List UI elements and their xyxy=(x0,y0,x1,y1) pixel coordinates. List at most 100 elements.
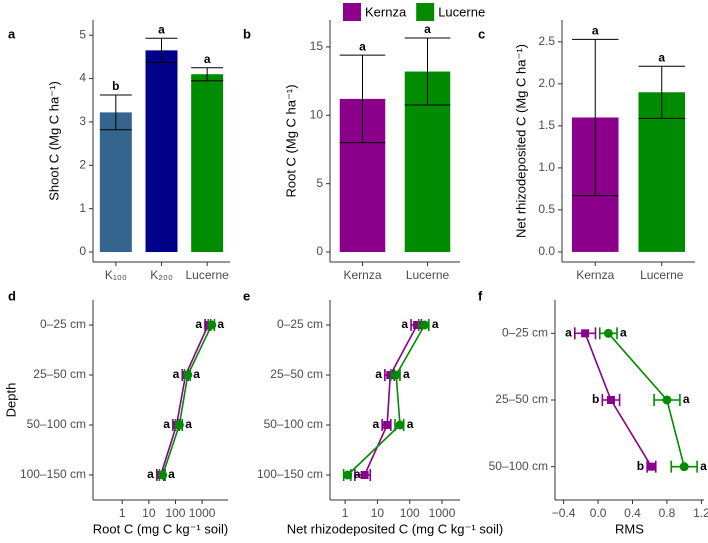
point xyxy=(343,470,353,480)
x-tick-label: K₁₀₀ xyxy=(105,268,127,282)
y-axis-title: Net rhizodeposited C (Mg C ha⁻¹) xyxy=(513,44,528,238)
panel-label: e xyxy=(243,288,250,303)
significance-letter: a xyxy=(592,23,599,37)
y-tick-label: 0.0 xyxy=(538,244,555,258)
bar xyxy=(145,50,178,253)
panel-label: c xyxy=(478,26,485,41)
x-tick-label: 10 xyxy=(371,506,385,520)
significance-letter: a xyxy=(217,317,224,331)
x-tick-label: Lucerne xyxy=(640,268,684,282)
significance-letter: a xyxy=(432,317,439,331)
significance-letter: a xyxy=(359,39,366,53)
y-tick-label: 0 xyxy=(79,244,86,258)
x-tick-label: −0.4 xyxy=(552,506,576,520)
y-tick-label: 2.0 xyxy=(538,76,555,90)
point xyxy=(207,320,217,330)
x-tick-label: Kernza xyxy=(343,268,381,282)
y-tick-label: 25–50 cm xyxy=(270,367,323,381)
point xyxy=(360,471,369,479)
x-tick-label: 0.0 xyxy=(590,506,607,520)
x-tick-label: 1 xyxy=(119,506,126,520)
significance-letter: a xyxy=(147,467,154,481)
legend-label: Kernza xyxy=(365,4,407,19)
y-tick-label: 0.5 xyxy=(538,202,555,216)
point xyxy=(606,396,615,404)
y-tick-label: 1.0 xyxy=(538,160,555,174)
bar xyxy=(99,112,132,253)
x-tick-label: 0.4 xyxy=(624,506,641,520)
x-tick-label: 100 xyxy=(400,506,420,520)
y-tick-label: 15 xyxy=(310,39,324,53)
significance-letter: b xyxy=(592,392,599,406)
x-tick-label: 1.2 xyxy=(693,506,708,520)
significance-letter: a xyxy=(375,367,382,381)
significance-letter: a xyxy=(163,417,170,431)
significance-letter: b xyxy=(112,79,119,93)
series-line xyxy=(159,324,209,476)
y-tick-label: 5 xyxy=(79,27,86,41)
y-tick-label: 4 xyxy=(79,71,86,85)
point xyxy=(413,321,422,329)
point xyxy=(391,370,401,380)
legend-swatch xyxy=(416,3,435,21)
series-line xyxy=(347,324,426,476)
y-tick-label: 1.5 xyxy=(538,118,555,132)
point xyxy=(662,395,672,405)
y-tick-label: 3 xyxy=(79,114,86,128)
significance-letter: a xyxy=(204,52,211,66)
y-tick-label: 0–25 cm xyxy=(277,317,323,331)
point xyxy=(158,470,168,480)
x-tick-label: Kernza xyxy=(576,268,614,282)
point xyxy=(603,328,613,338)
y-tick-label: 5 xyxy=(316,176,323,190)
legend-label: Lucerne xyxy=(438,4,485,19)
x-tick-label: K₂₀₀ xyxy=(150,268,173,282)
significance-letter: a xyxy=(658,50,665,64)
y-tick-label: 1 xyxy=(79,201,86,215)
y-tick-label: 0–25 cm xyxy=(502,326,548,340)
y-axis-title: Shoot C (Mg C ha⁻¹) xyxy=(46,81,61,201)
significance-letter: a xyxy=(158,22,165,36)
y-tick-label: 2.5 xyxy=(538,34,555,48)
significance-letter: a xyxy=(401,317,408,331)
significance-letter: a xyxy=(403,367,410,381)
bar xyxy=(638,92,686,252)
y-tick-label: 100–150 cm xyxy=(257,467,323,481)
significance-letter: a xyxy=(424,22,431,36)
panel-label: d xyxy=(8,288,16,303)
x-tick-label: 10 xyxy=(142,506,156,520)
series-line xyxy=(161,324,213,476)
y-tick-label: 50–100 cm xyxy=(27,417,86,431)
significance-letter: a xyxy=(173,367,180,381)
x-tick-label: 1 xyxy=(342,506,349,520)
point xyxy=(581,329,590,338)
significance-letter: a xyxy=(193,367,200,381)
panel-label: f xyxy=(478,288,483,303)
point xyxy=(383,421,392,429)
y-tick-label: 25–50 cm xyxy=(495,392,548,406)
x-axis-title: Root C (mg C kg⁻¹ soil) xyxy=(93,521,228,536)
y-tick-label: 25–50 cm xyxy=(33,367,86,381)
significance-letter: a xyxy=(185,417,192,431)
x-axis-title: RMS xyxy=(615,521,644,536)
y-tick-label: 10 xyxy=(310,107,324,121)
series-line xyxy=(363,324,418,476)
y-tick-label: 50–100 cm xyxy=(264,417,323,431)
x-tick-label: 1000 xyxy=(189,506,216,520)
significance-letter: a xyxy=(195,317,202,331)
y-tick-label: 50–100 cm xyxy=(489,459,548,473)
significance-letter: a xyxy=(700,459,707,473)
bar xyxy=(191,74,224,253)
point xyxy=(420,320,430,330)
point xyxy=(183,370,193,380)
point xyxy=(647,462,656,471)
x-tick-label: 1000 xyxy=(429,506,456,520)
y-tick-label: 2 xyxy=(79,157,86,171)
point xyxy=(395,420,405,430)
significance-letter: a xyxy=(407,417,414,431)
panel-label: a xyxy=(8,26,16,41)
x-tick-label: Lucerne xyxy=(185,268,229,282)
y-tick-label: 0–25 cm xyxy=(40,317,86,331)
